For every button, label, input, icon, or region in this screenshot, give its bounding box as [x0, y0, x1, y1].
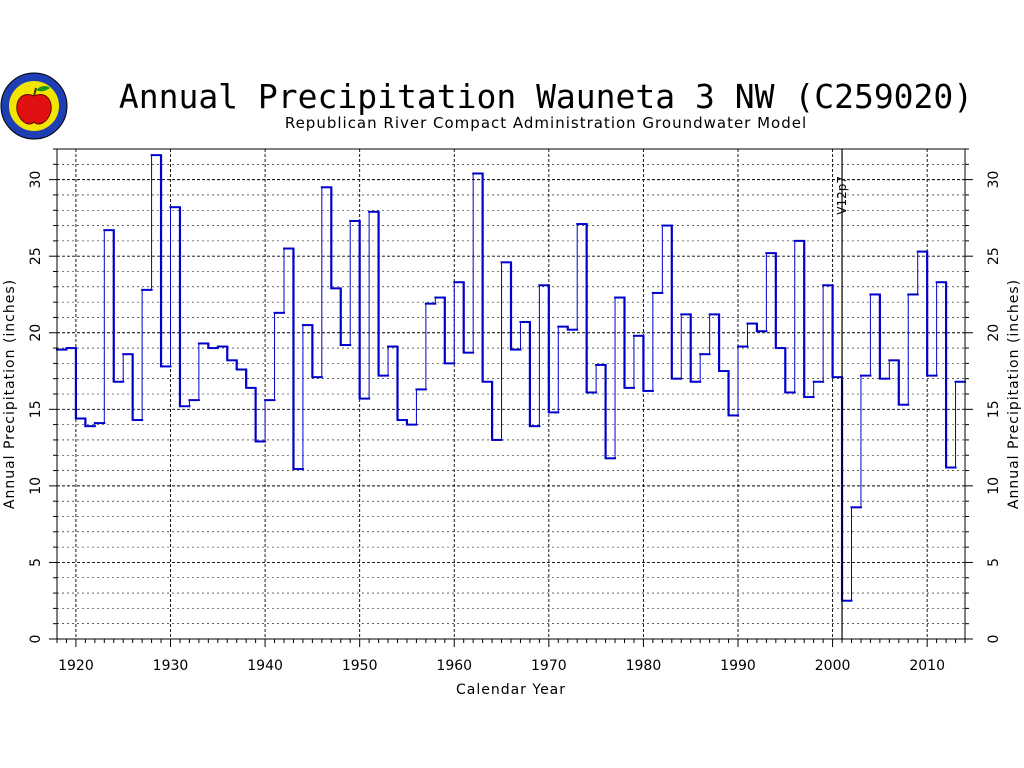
y-axis-ticks: 0 0 5 5 10 10 15 15 20 20 25 25 30 30 — [28, 148, 1002, 644]
annotation-label: V12p7 — [835, 176, 849, 215]
grid-lines — [57, 149, 965, 639]
y-tick-label-left: 25 — [28, 247, 44, 265]
y-tick-label-left: 10 — [28, 477, 44, 495]
x-tick-label: 1980 — [626, 658, 662, 674]
y-axis-label: Annual Precipitation (inches) — [2, 279, 18, 509]
annotation-marker: V12p7 — [835, 149, 849, 639]
y-tick-label-right: 30 — [986, 171, 1002, 189]
y-tick-label-right: 5 — [986, 558, 1002, 567]
plot-frame — [56, 148, 966, 640]
y-tick-label-left: 15 — [28, 400, 44, 418]
y-tick-label-right: 15 — [986, 400, 1002, 418]
y-tick-label-right: 10 — [986, 477, 1002, 495]
y-tick-label-left: 0 — [28, 635, 44, 644]
y-tick-label-left: 20 — [28, 324, 44, 342]
chart-title: Annual Precipitation Wauneta 3 NW (C2590… — [119, 77, 973, 116]
y-tick-label-left: 5 — [28, 558, 44, 567]
x-tick-label: 1960 — [436, 658, 472, 674]
y-axis-label-right: Annual Precipitation (inches) — [1006, 279, 1022, 509]
y-tick-label-right: 20 — [986, 324, 1002, 342]
y-tick-label-right: 25 — [986, 247, 1002, 265]
y-tick-label-right: 0 — [986, 635, 1002, 644]
chart-subtitle: Republican River Compact Administration … — [285, 114, 807, 132]
x-tick-label: 1970 — [531, 658, 567, 674]
series-step-line — [56, 154, 966, 602]
x-tick-label: 2000 — [815, 658, 851, 674]
x-tick-label: 1990 — [720, 658, 756, 674]
x-tick-label: 2010 — [909, 658, 945, 674]
x-axis-label: Calendar Year — [456, 682, 566, 698]
x-tick-label: 1940 — [247, 658, 283, 674]
x-tick-label: 1950 — [342, 658, 378, 674]
x-tick-label: 1930 — [153, 658, 189, 674]
x-tick-label: 1920 — [58, 658, 94, 674]
y-tick-label-left: 30 — [28, 171, 44, 189]
x-axis-ticks: 1920 1930 1940 1950 1960 1970 1980 1990 2000 2010 — [56, 639, 966, 674]
rrca-seal-logo — [0, 72, 68, 140]
